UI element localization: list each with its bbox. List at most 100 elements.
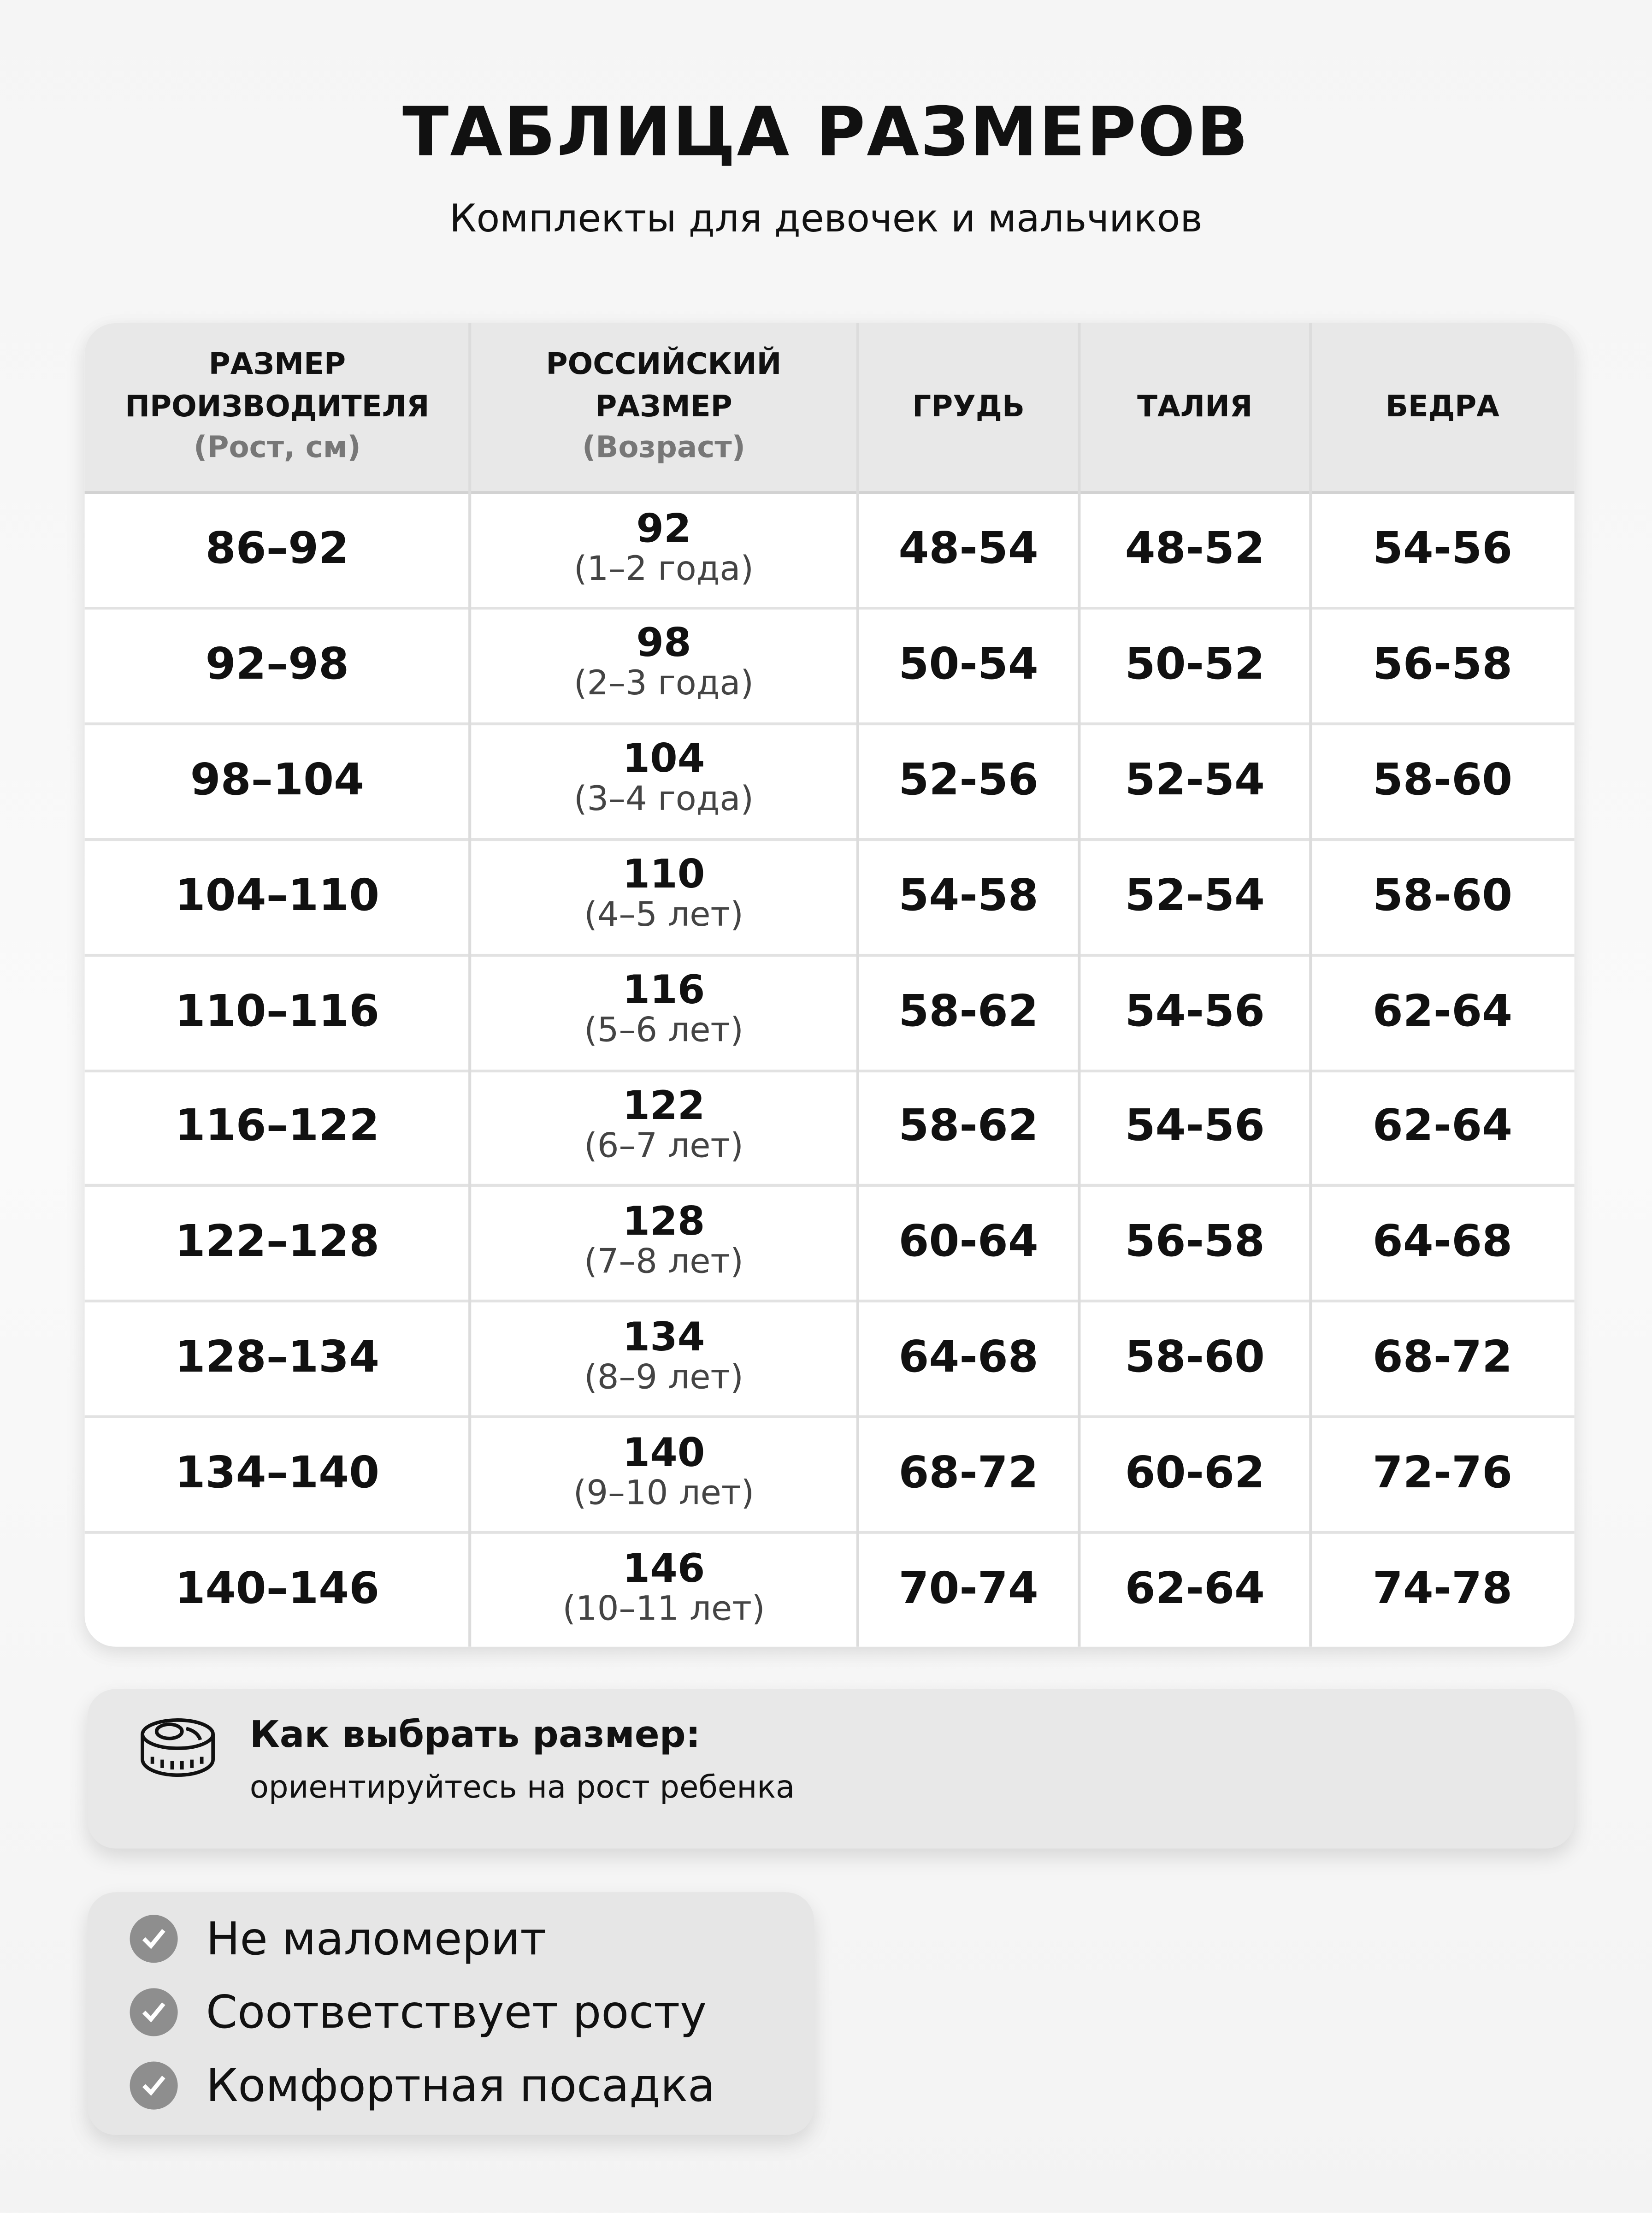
age-range: (1–2 года): [573, 548, 754, 588]
table-cell: 98–104: [85, 722, 470, 838]
feature-item: Соответствует росту: [130, 1985, 707, 2039]
table-cell: 86–92: [85, 491, 470, 607]
cell-value: 86–92: [205, 523, 349, 574]
row-divider: [84, 1069, 1575, 1072]
russian-size: 146: [622, 1544, 705, 1592]
table-cell: 146 (10–11 лет): [470, 1531, 858, 1647]
table-cell: 52-54: [1079, 722, 1310, 838]
column-divider: [1078, 323, 1081, 1647]
russian-size: 128: [622, 1198, 705, 1245]
table-cell: 116–122: [85, 1069, 470, 1184]
table-cell: 134 (8–9 лет): [470, 1300, 858, 1416]
table-cell: 64-68: [858, 1300, 1080, 1416]
feature-label: Комфортная посадка: [206, 2059, 715, 2112]
age-range: (6–7 лет): [584, 1126, 743, 1166]
table-cell: 68-72: [858, 1415, 1080, 1531]
feature-label: Не маломерит: [206, 1912, 547, 1966]
cell-value: 72-76: [1372, 1448, 1513, 1499]
cell-value: 52-56: [898, 754, 1038, 805]
row-divider: [84, 1300, 1575, 1303]
cell-value: 64-68: [1372, 1217, 1513, 1268]
header-cell: РАЗМЕР ПРОИЗВОДИТЕЛЯ (Рост, см): [85, 323, 470, 491]
table-cell: 104 (3–4 года): [470, 722, 858, 838]
row-divider: [84, 606, 1575, 609]
table-cell: 54-56: [1310, 491, 1574, 607]
feature-label: Соответствует росту: [206, 1985, 707, 2039]
cell-value: 62-64: [1372, 985, 1513, 1037]
table-cell: 54-56: [1079, 1069, 1310, 1184]
header-cell: РОССИЙСКИЙ РАЗМЕР (Возраст): [470, 323, 858, 491]
table-cell: 52-54: [1079, 838, 1310, 953]
cell-value: 134–140: [175, 1448, 380, 1499]
table-cell: 128–134: [85, 1300, 470, 1416]
feature-item: Комфортная посадка: [130, 2059, 715, 2112]
table-cell: 50-52: [1079, 607, 1310, 722]
table-cell: 50-54: [858, 607, 1080, 722]
table-cell: 62-64: [1310, 953, 1574, 1069]
table-header: [84, 323, 1575, 494]
age-range: (8–9 лет): [584, 1357, 743, 1397]
cell-value: 56-58: [1125, 1217, 1265, 1268]
table-cell: 92–98: [85, 607, 470, 722]
cell-value: 110–116: [175, 985, 380, 1037]
table-cell: 74-78: [1310, 1531, 1574, 1647]
header-cell: БЕДРА: [1310, 323, 1574, 491]
row-divider: [84, 953, 1575, 956]
header-label: ГРУДЬ: [912, 389, 1025, 423]
age-range: (5–6 лет): [584, 1010, 743, 1050]
table-cell: 48-52: [1079, 491, 1310, 607]
table-cell: 54-58: [858, 838, 1080, 953]
cell-value: 64-68: [898, 1332, 1038, 1384]
age-range: (10–11 лет): [562, 1588, 765, 1628]
russian-size: 116: [622, 966, 705, 1013]
table-cell: 56-58: [1079, 1184, 1310, 1300]
cell-value: 54-56: [1125, 1101, 1265, 1152]
measuring-tape-icon: [141, 1718, 215, 1777]
cell-value: 54-56: [1372, 523, 1513, 574]
table-cell: 62-64: [1310, 1069, 1574, 1184]
table-cell: 58-62: [858, 1069, 1080, 1184]
cell-value: 60-62: [1125, 1448, 1265, 1499]
row-divider: [84, 1184, 1575, 1188]
table-cell: 58-62: [858, 953, 1080, 1069]
cell-value: 50-54: [898, 639, 1038, 690]
table-cell: 58-60: [1310, 722, 1574, 838]
table-cell: 62-64: [1079, 1531, 1310, 1647]
cell-value: 140–146: [175, 1563, 380, 1615]
header-label: РАЗМЕР ПРОИЗВОДИТЕЛЯ: [125, 348, 430, 423]
table-cell: 70-74: [858, 1531, 1080, 1647]
cell-value: 104–110: [175, 870, 380, 921]
row-divider: [84, 838, 1575, 841]
cell-value: 98–104: [190, 754, 365, 805]
cell-value: 74-78: [1372, 1563, 1513, 1615]
row-divider: [84, 1415, 1575, 1419]
table-cell: 60-64: [858, 1184, 1080, 1300]
cell-value: 58-62: [898, 1101, 1038, 1152]
age-range: (2–3 года): [573, 663, 754, 704]
cell-value: 70-74: [898, 1563, 1038, 1615]
cell-value: 62-64: [1372, 1101, 1513, 1152]
column-divider: [856, 323, 859, 1647]
cell-value: 48-54: [898, 523, 1038, 574]
cell-value: 52-54: [1125, 754, 1265, 805]
cell-value: 116–122: [175, 1101, 380, 1152]
column-divider: [1309, 323, 1312, 1647]
table-cell: 68-72: [1310, 1300, 1574, 1416]
features-list: Не маломерит Соответствует росту Комфортна…: [87, 1892, 814, 2135]
cell-value: 56-58: [1372, 639, 1513, 690]
cell-value: 92–98: [205, 639, 349, 690]
row-divider: [84, 722, 1575, 725]
table-cell: 98 (2–3 года): [470, 607, 858, 722]
table-cell: 64-68: [1310, 1184, 1574, 1300]
page-subtitle: Комплекты для девочек и мальчиков: [449, 197, 1203, 242]
cell-value: 58-60: [1372, 754, 1513, 805]
table-cell: 122 (6–7 лет): [470, 1069, 858, 1184]
cell-value: 68-72: [898, 1448, 1038, 1499]
table-cell: 56-58: [1310, 607, 1574, 722]
table-cell: 52-56: [858, 722, 1080, 838]
cell-value: 50-52: [1125, 639, 1265, 690]
cell-value: 58-60: [1125, 1332, 1265, 1384]
cell-value: 122–128: [175, 1217, 380, 1268]
table-cell: 48-54: [858, 491, 1080, 607]
